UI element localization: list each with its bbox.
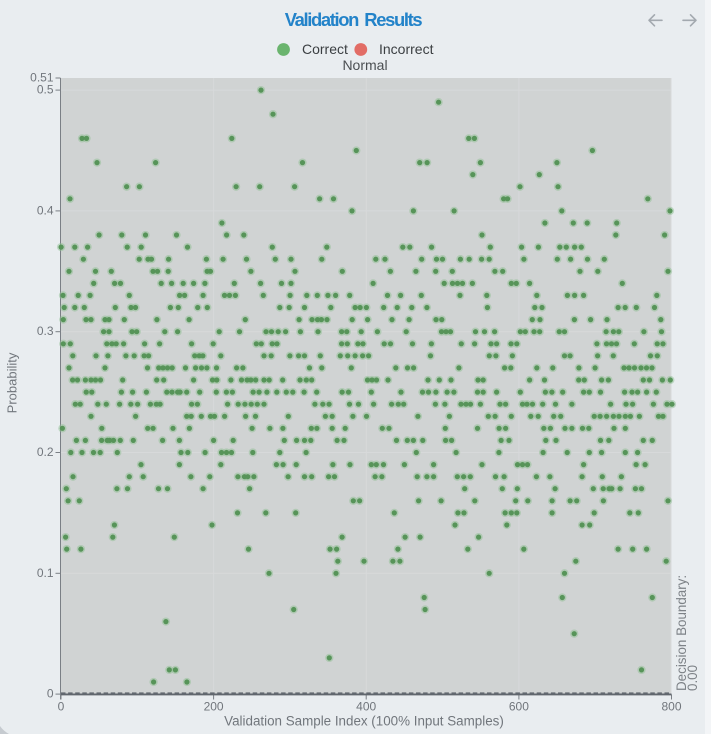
svg-text:200: 200 — [204, 700, 224, 714]
svg-text:Correct: Correct — [302, 41, 348, 57]
svg-text:400: 400 — [356, 700, 376, 714]
svg-text:Decision Boundary:0.00: Decision Boundary:0.00 — [674, 575, 700, 691]
svg-text:0.3: 0.3 — [37, 324, 54, 338]
svg-text:Incorrect: Incorrect — [379, 41, 434, 57]
svg-text:0: 0 — [47, 687, 54, 701]
svg-text:0.5: 0.5 — [37, 83, 54, 97]
svg-text:0.1: 0.1 — [37, 566, 54, 580]
svg-text:0.4: 0.4 — [37, 203, 54, 217]
svg-text:Validation Results: Validation Results — [285, 9, 423, 30]
svg-text:0: 0 — [58, 700, 65, 714]
svg-text:Probability: Probability — [5, 352, 20, 413]
svg-text:Validation Sample Index (100%: Validation Sample Index (100% Input Samp… — [224, 714, 504, 729]
svg-text:600: 600 — [509, 700, 529, 714]
svg-text:800: 800 — [661, 700, 681, 714]
svg-text:Normal: Normal — [342, 57, 387, 73]
svg-text:0.2: 0.2 — [37, 445, 54, 459]
svg-text:0.51: 0.51 — [30, 71, 54, 85]
